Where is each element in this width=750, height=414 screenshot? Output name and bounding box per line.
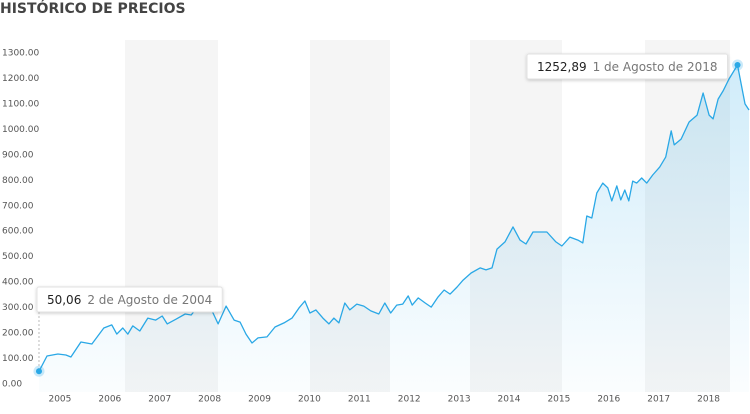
annotation-date: 2 de Agosto de 2004 <box>87 293 212 307</box>
y-tick-label: 600.00 <box>2 227 34 237</box>
x-tick-label: 2007 <box>148 395 171 405</box>
x-tick-label: 2011 <box>348 395 371 405</box>
marker <box>35 368 42 375</box>
x-tick-label: 2016 <box>597 395 620 405</box>
x-tick-label: 2015 <box>547 395 570 405</box>
x-tick-label: 2014 <box>498 395 521 405</box>
y-tick-label: 100.00 <box>2 354 34 364</box>
y-tick-label: 400.00 <box>2 278 34 288</box>
y-tick-label: 1300.00 <box>2 49 39 59</box>
annotation: 1252,89 1 de Agosto de 2018 <box>526 53 744 80</box>
y-tick-label: 900.00 <box>2 150 34 160</box>
y-tick-label: 1000.00 <box>2 125 39 135</box>
y-tick-label: 300.00 <box>2 303 34 313</box>
x-tick-label: 2006 <box>98 395 121 405</box>
line <box>38 64 750 372</box>
x-tick-label: 2010 <box>298 395 321 405</box>
chart-title: HISTÓRICO DE PRECIOS <box>0 0 186 17</box>
annotation-date: 1 de Agosto de 2018 <box>593 60 718 74</box>
x-tick-label: 2005 <box>48 395 71 405</box>
annotation-value: 50,06 <box>47 293 81 307</box>
annotation: 50,06 2 de Agosto de 2004 <box>33 286 223 377</box>
y-tick-label: 500.00 <box>2 252 34 262</box>
area <box>38 65 750 392</box>
annotation-box <box>36 286 223 313</box>
x-tick-label: 2017 <box>647 395 670 405</box>
marker <box>734 61 741 68</box>
x-tick-label: 2009 <box>248 395 271 405</box>
x-tick-label: 2013 <box>448 395 471 405</box>
x-tick-label: 2012 <box>398 395 421 405</box>
y-tick-label: 1200.00 <box>2 74 39 84</box>
x-tick-label: 2008 <box>198 395 221 405</box>
y-tick-label: 700.00 <box>2 201 34 211</box>
annotation-value: 1252,89 <box>537 60 587 74</box>
annotation-box <box>526 53 729 80</box>
y-tick-label: 0.00 <box>2 380 22 390</box>
y-tick-label: 200.00 <box>2 329 34 339</box>
y-tick-label: 800.00 <box>2 176 34 186</box>
x-tick-label: 2018 <box>697 395 720 405</box>
y-tick-label: 1100.00 <box>2 99 39 109</box>
